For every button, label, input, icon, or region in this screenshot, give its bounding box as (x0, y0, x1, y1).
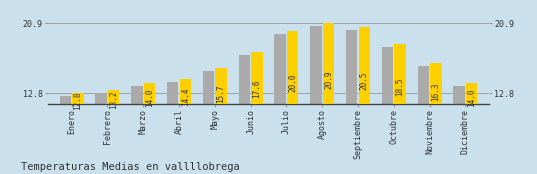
Text: 14.4: 14.4 (181, 88, 190, 106)
Bar (359, 27, 370, 104)
Text: 20.5: 20.5 (360, 72, 369, 90)
Text: 17.6: 17.6 (252, 79, 262, 98)
Bar (274, 34, 286, 104)
Text: 18.5: 18.5 (396, 77, 404, 96)
Text: 14.0: 14.0 (145, 89, 154, 107)
Text: 13.2: 13.2 (109, 91, 118, 109)
Text: 15.7: 15.7 (216, 84, 226, 103)
Bar (394, 44, 406, 104)
Bar (131, 86, 143, 104)
Text: 12.8: 12.8 (74, 92, 82, 110)
Text: 14.0: 14.0 (467, 89, 476, 107)
Bar (203, 71, 214, 104)
Bar (60, 96, 71, 104)
Text: Temperaturas Medias en vallllobrega: Temperaturas Medias en vallllobrega (21, 162, 240, 172)
Bar (418, 66, 429, 104)
Bar (108, 90, 119, 104)
Bar (453, 86, 465, 104)
Bar (96, 93, 107, 104)
Bar (430, 63, 441, 104)
Bar (72, 93, 84, 104)
Bar (251, 52, 263, 104)
Text: 20.9: 20.9 (324, 71, 333, 89)
Bar (215, 68, 227, 104)
Bar (310, 26, 322, 104)
Text: 16.3: 16.3 (431, 83, 440, 101)
Bar (382, 47, 393, 104)
Bar (323, 23, 334, 104)
Bar (466, 83, 477, 104)
Bar (238, 55, 250, 104)
Text: 20.0: 20.0 (288, 73, 297, 92)
Bar (287, 31, 299, 104)
Bar (144, 83, 155, 104)
Bar (167, 82, 178, 104)
Bar (346, 30, 358, 104)
Bar (179, 79, 191, 104)
